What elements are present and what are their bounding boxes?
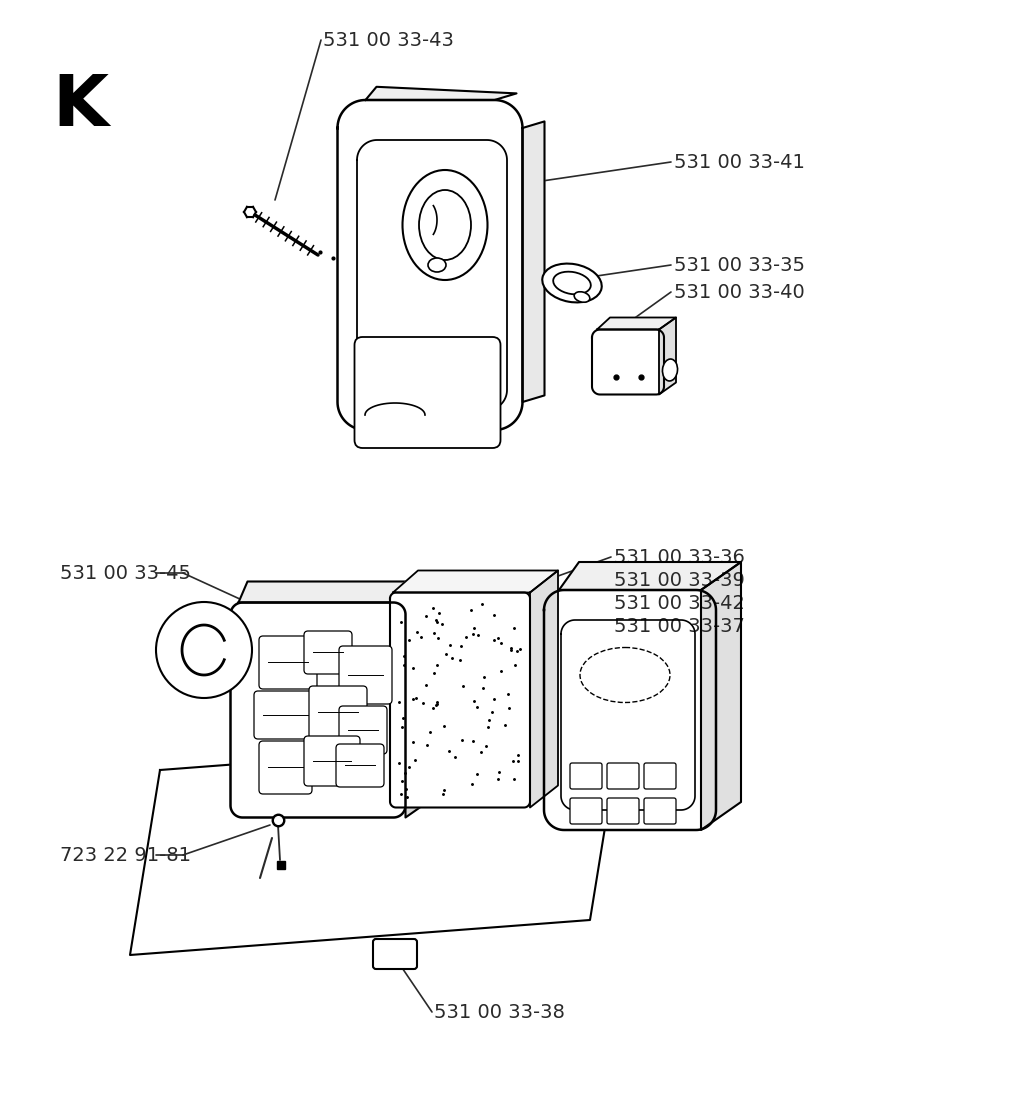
Polygon shape [390,593,530,807]
Polygon shape [544,590,716,830]
Text: 531 00 33-43: 531 00 33-43 [323,30,454,50]
Polygon shape [530,570,558,807]
Text: 531 00 33-42: 531 00 33-42 [614,594,744,613]
FancyBboxPatch shape [304,736,360,786]
FancyBboxPatch shape [644,798,676,824]
Text: K: K [52,72,108,141]
FancyBboxPatch shape [607,798,639,824]
FancyBboxPatch shape [339,706,387,754]
Text: 531 00 33-35: 531 00 33-35 [674,256,805,275]
FancyBboxPatch shape [254,691,317,739]
FancyBboxPatch shape [259,636,317,689]
Ellipse shape [419,190,471,260]
FancyBboxPatch shape [336,744,384,787]
Polygon shape [366,87,516,100]
Text: 723 22 91-81: 723 22 91-81 [60,845,191,864]
Polygon shape [522,121,545,403]
Text: 531 00 33-37: 531 00 33-37 [614,616,744,635]
Polygon shape [393,570,558,593]
Polygon shape [592,329,664,395]
Polygon shape [130,735,620,955]
Text: 531 00 33-45: 531 00 33-45 [60,564,191,583]
FancyBboxPatch shape [259,741,312,794]
Text: 531 00 33-38: 531 00 33-38 [434,1003,565,1022]
Ellipse shape [580,647,670,703]
Polygon shape [597,318,676,329]
Text: 531 00 33-41: 531 00 33-41 [674,152,805,171]
FancyBboxPatch shape [304,631,352,674]
Polygon shape [338,100,522,430]
Ellipse shape [428,258,446,272]
FancyBboxPatch shape [339,646,392,704]
FancyBboxPatch shape [644,763,676,790]
Text: 531 00 33-40: 531 00 33-40 [674,282,805,301]
Polygon shape [239,582,435,603]
Ellipse shape [553,271,591,295]
Text: 531 00 33-39: 531 00 33-39 [614,570,744,589]
Polygon shape [701,562,741,830]
FancyBboxPatch shape [607,763,639,790]
Ellipse shape [402,170,487,280]
Text: 531 00 33-36: 531 00 33-36 [614,547,744,566]
FancyBboxPatch shape [570,763,602,790]
Polygon shape [659,318,676,395]
FancyBboxPatch shape [354,337,501,448]
Ellipse shape [663,359,678,381]
Circle shape [156,602,252,698]
FancyBboxPatch shape [570,798,602,824]
Ellipse shape [543,264,602,302]
Polygon shape [406,582,435,817]
Polygon shape [230,603,406,817]
FancyBboxPatch shape [309,686,367,739]
Ellipse shape [574,291,590,302]
Polygon shape [559,562,741,590]
FancyBboxPatch shape [373,939,417,969]
